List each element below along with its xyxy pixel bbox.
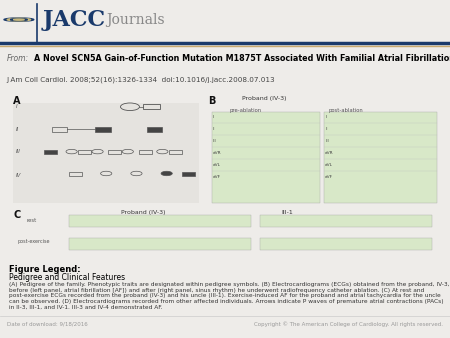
Bar	[44, 149, 57, 154]
Bar	[69, 238, 251, 250]
Circle shape	[161, 171, 172, 176]
Text: aVR: aVR	[325, 151, 334, 155]
Text: (A) Pedigree of the family. Phenotypic traits are designated within pedigree sym: (A) Pedigree of the family. Phenotypic t…	[9, 282, 450, 310]
Text: aVL: aVL	[213, 163, 221, 167]
Text: pre-ablation: pre-ablation	[230, 108, 261, 114]
Bar	[69, 215, 251, 227]
Circle shape	[10, 19, 27, 21]
Bar	[95, 127, 111, 132]
Text: III-1: III-1	[281, 210, 293, 215]
Text: II: II	[15, 127, 19, 132]
Text: Pedigree and Clinical Features: Pedigree and Clinical Features	[9, 273, 125, 283]
Text: A: A	[14, 96, 21, 106]
Text: C: C	[14, 210, 21, 220]
Bar	[212, 112, 320, 203]
Text: Proband (IV-3): Proband (IV-3)	[242, 96, 287, 101]
Text: JACC: JACC	[43, 8, 106, 31]
Text: II: II	[325, 127, 328, 131]
Circle shape	[4, 18, 34, 21]
Text: Proband (IV-3): Proband (IV-3)	[122, 210, 166, 215]
Text: Date of download: 9/18/2016: Date of download: 9/18/2016	[7, 321, 87, 327]
Bar	[52, 127, 68, 132]
Bar	[324, 112, 436, 203]
Text: III: III	[325, 139, 329, 143]
Text: Figure Legend:: Figure Legend:	[9, 265, 81, 274]
Bar	[169, 149, 182, 154]
Bar	[14, 103, 199, 203]
Bar	[139, 149, 152, 154]
Text: post-exercise: post-exercise	[18, 239, 50, 244]
Bar	[182, 172, 195, 176]
Text: aVF: aVF	[213, 175, 221, 179]
Bar	[147, 127, 162, 132]
Text: III: III	[15, 149, 20, 154]
Text: A Novel SCN5A Gain-of-Function Mutation M1875T Associated With Familial Atrial F: A Novel SCN5A Gain-of-Function Mutation …	[34, 54, 450, 64]
Text: Journals: Journals	[106, 13, 164, 27]
Circle shape	[14, 19, 24, 20]
Circle shape	[7, 18, 31, 21]
Bar	[260, 215, 432, 227]
Text: From:: From:	[7, 54, 29, 64]
Text: IV: IV	[15, 173, 21, 178]
Text: J Am Coll Cardiol. 2008;52(16):1326-1334  doi:10.1016/j.jacc.2008.07.013: J Am Coll Cardiol. 2008;52(16):1326-1334…	[7, 77, 275, 83]
Text: II: II	[213, 127, 216, 131]
Text: I: I	[213, 115, 214, 119]
Text: aVF: aVF	[325, 175, 333, 179]
Text: Copyright © The American College of Cardiology. All rights reserved.: Copyright © The American College of Card…	[254, 321, 443, 327]
Text: aVL: aVL	[325, 163, 333, 167]
Text: I: I	[325, 115, 326, 119]
Bar	[143, 104, 160, 110]
Text: B: B	[208, 96, 215, 106]
Bar	[69, 172, 82, 176]
Text: III: III	[213, 139, 216, 143]
Text: rest: rest	[26, 218, 36, 223]
Text: I: I	[15, 104, 17, 109]
Text: aVR: aVR	[213, 151, 221, 155]
Text: post-ablation: post-ablation	[328, 108, 364, 114]
Bar	[108, 149, 122, 154]
Bar	[78, 149, 91, 154]
Bar	[260, 238, 432, 250]
